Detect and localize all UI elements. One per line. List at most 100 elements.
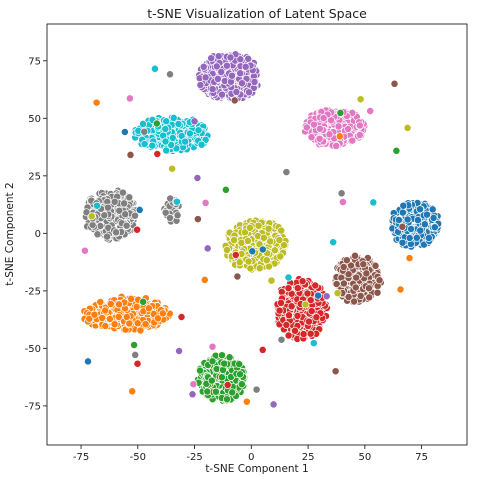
scatter-point (190, 117, 199, 126)
scatter-point (236, 370, 245, 379)
scatter-point (140, 140, 149, 148)
scatter-point (121, 210, 130, 219)
scatter-point (348, 136, 357, 145)
scatter-point (332, 280, 341, 288)
scatter-point (201, 198, 210, 207)
scatter-point (423, 210, 431, 219)
scatter-point (148, 141, 157, 150)
scatter-point (416, 226, 425, 235)
scatter-point (222, 61, 231, 70)
scatter-point (332, 141, 341, 150)
scatter-point (82, 208, 91, 217)
scatter-point (284, 273, 293, 282)
scatter-point (319, 114, 328, 123)
scatter-point (398, 222, 407, 231)
scatter-point (197, 140, 206, 149)
scatter-point (166, 70, 174, 79)
scatter-point (154, 314, 162, 323)
scatter-point (185, 129, 194, 138)
plot-area-frame (46, 23, 468, 446)
scatter-point (277, 335, 286, 344)
scatter-point (430, 223, 439, 232)
scatter-point (279, 241, 288, 250)
scatter-point (92, 98, 101, 107)
scatter-point (264, 224, 273, 233)
scatter-point (267, 276, 276, 285)
scatter-point (399, 201, 408, 210)
y-axis-label: t-SNE Component 2 (4, 182, 16, 285)
scatter-point (299, 330, 308, 339)
scatter-point (158, 309, 167, 318)
scatter-point (335, 132, 344, 141)
scatter-point (223, 395, 231, 404)
scatter-point (96, 298, 105, 306)
scatter-point (287, 302, 296, 311)
scatter-point (339, 279, 348, 288)
scatter-point (181, 137, 190, 146)
scatter-point (373, 288, 382, 297)
scatter-point (405, 234, 414, 242)
scatter-point (115, 206, 124, 215)
scatter-point (235, 258, 244, 267)
scatter-point (331, 367, 340, 376)
scatter-point (394, 216, 403, 224)
scatter-point (193, 215, 202, 224)
scatter-point (140, 127, 149, 136)
scatter-point (356, 95, 365, 104)
scatter-point (243, 236, 252, 245)
scatter-point (115, 300, 123, 309)
scatter-point (309, 339, 318, 348)
scatter-point (302, 123, 311, 132)
scatter-point (120, 199, 129, 208)
scatter-point (106, 300, 115, 308)
scatter-point (429, 213, 438, 222)
scatter-point (236, 69, 245, 78)
scatter-point (214, 52, 223, 61)
scatter-point (405, 254, 414, 263)
scatter-point (301, 300, 310, 309)
scatter-point (189, 380, 198, 389)
y-tick-label: 0 (35, 229, 41, 240)
scatter-point (285, 311, 293, 320)
x-tick-label: -50 (130, 452, 146, 463)
scatter-point (196, 81, 205, 89)
scatter-point (125, 94, 134, 103)
scatter-point (133, 319, 142, 328)
scatter-point (359, 260, 368, 269)
scatter-point (275, 306, 284, 315)
scatter-point (120, 128, 129, 136)
scatter-point (338, 198, 347, 206)
scatter-point (135, 205, 144, 214)
scatter-point (207, 54, 216, 63)
scatter-point (344, 270, 353, 279)
scatter-point (112, 228, 121, 237)
scatter-point (334, 122, 343, 131)
scatter-point (293, 284, 302, 293)
scatter-point (258, 345, 267, 354)
scatter-point (347, 261, 355, 270)
scatter-point (412, 233, 421, 242)
x-tick-label: 50 (358, 452, 371, 463)
scatter-point (369, 198, 378, 207)
scatter-point (225, 353, 234, 362)
scatter-point (339, 263, 348, 271)
scatter-point (188, 390, 197, 399)
scatter-point (133, 225, 142, 234)
scatter-point (161, 125, 170, 133)
scatter-point (136, 326, 145, 335)
x-tick-label: -25 (186, 452, 202, 463)
scatter-point (269, 400, 278, 409)
scatter-point (194, 126, 203, 135)
scatter-point (228, 388, 237, 397)
scatter-point (351, 283, 360, 292)
scatter-point (110, 320, 119, 329)
scatter-point (174, 120, 183, 128)
scatter-point (350, 297, 359, 306)
scatter-point (125, 319, 134, 328)
scatter-point (356, 291, 365, 300)
scatter-point (93, 201, 101, 210)
scatter-point (371, 261, 380, 270)
scatter-point (306, 296, 315, 305)
scatter-point (344, 293, 353, 301)
scatter-point (131, 211, 139, 220)
